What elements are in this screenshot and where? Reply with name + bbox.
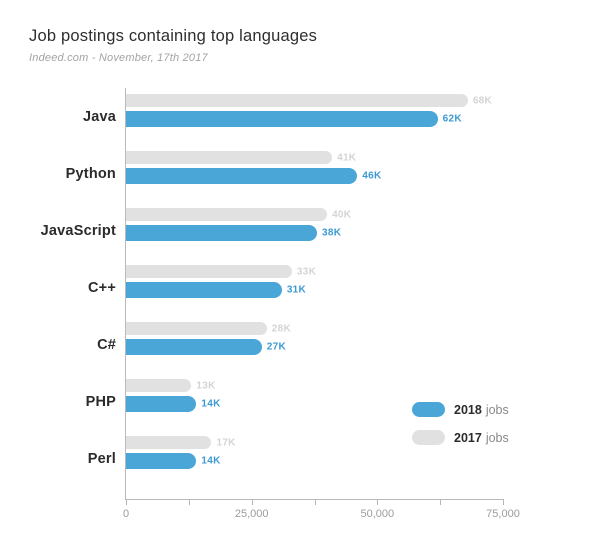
legend-label-2018: 2018 jobs — [454, 403, 509, 417]
bar-value-label: 41K — [337, 152, 357, 163]
chart-row-java: Java 68K 62K — [83, 88, 503, 145]
bar-value-label: 33K — [296, 266, 317, 277]
bar-value-label: 31K — [286, 284, 307, 296]
legend-year-2017: 2017 — [454, 430, 482, 445]
x-axis-tick — [251, 499, 253, 505]
bar-2018: 14K — [126, 453, 220, 469]
chart-legend: 2018 jobs 2017 jobs — [412, 402, 509, 458]
legend-swatch-2017 — [412, 430, 445, 445]
bar-value-label: 17K — [216, 437, 236, 448]
bar-2017: 33K — [126, 265, 316, 278]
bar-2017: 28K — [126, 322, 291, 335]
chart-row-c: C++ 33K 31K — [88, 259, 503, 316]
category-label: Perl — [87, 450, 116, 467]
category-label: PHP — [85, 393, 116, 410]
bar-rows: Java 68K 62K Python 41K 46K JavaScript 40K 38K C+… — [41, 88, 503, 487]
x-axis-tick — [440, 499, 442, 505]
x-axis-tick — [126, 499, 127, 505]
category-label: C# — [97, 336, 116, 353]
chart-row-javascript: JavaScript 40K 38K — [41, 202, 503, 259]
bar-value-label: 28K — [271, 323, 291, 334]
bar-2018: 62K — [126, 111, 462, 127]
bar-2017: 41K — [126, 151, 356, 164]
x-axis-tick — [377, 499, 379, 505]
bar-2018: 27K — [126, 339, 286, 355]
bar-value-label: 14K — [201, 455, 221, 467]
x-axis-tick-label: 75,000 — [486, 508, 520, 520]
x-axis-tick — [188, 499, 190, 505]
legend-suffix-2017: jobs — [485, 430, 509, 445]
chart-row-php: PHP 13K 14K — [86, 373, 503, 430]
category-label: C++ — [87, 279, 116, 296]
legend-suffix-2018: jobs — [485, 402, 509, 417]
chart-subtitle: Indeed.com - November, 17th 2017 — [29, 52, 208, 64]
category-label: Python — [65, 165, 116, 182]
bar-2017: 13K — [126, 379, 215, 392]
chart-title: Job postings containing top languages — [29, 27, 318, 45]
legend-year-2018: 2018 — [454, 402, 482, 417]
chart-row-python: Python 41K 46K — [66, 145, 503, 202]
chart-row-perl: Perl 17K 14K — [88, 430, 503, 487]
bar-value-label: 62K — [442, 113, 462, 125]
x-axis-tick — [503, 499, 504, 505]
bar-value-label: 40K — [332, 209, 352, 220]
legend-swatch-2018 — [412, 402, 445, 417]
bar-2017: 68K — [126, 94, 492, 107]
legend-item-2017: 2017 jobs — [412, 430, 509, 445]
bar-2017: 40K — [126, 208, 351, 221]
bar-value-label: 27K — [266, 341, 286, 353]
bar-2018: 38K — [126, 225, 341, 241]
bar-value-label: 38K — [322, 227, 342, 239]
legend-item-2018: 2018 jobs — [412, 402, 509, 417]
bar-value-label: 68K — [472, 95, 493, 106]
bar-value-label: 46K — [362, 170, 382, 182]
x-axis: 0 25,000 50,000 75,000 — [122, 499, 520, 529]
bar-2018: 31K — [126, 282, 306, 298]
bar-2018: 14K — [126, 396, 220, 412]
bar-2018: 46K — [126, 168, 381, 184]
x-axis-tick-label: 0 — [122, 508, 130, 520]
bar-chart-plot-area: Java 68K 62K Python 41K 46K JavaScript 40K 38K C+… — [41, 88, 520, 520]
x-axis-tick-label: 50,000 — [360, 508, 395, 520]
bar-value-label: 13K — [196, 380, 216, 391]
x-axis-tick-label: 25,000 — [234, 508, 269, 520]
category-label: Java — [82, 108, 116, 125]
category-label: JavaScript — [40, 222, 116, 239]
bar-2017: 17K — [126, 436, 235, 449]
legend-label-2017: 2017 jobs — [454, 431, 509, 445]
x-axis-tick — [314, 499, 316, 505]
bar-value-label: 14K — [201, 398, 221, 410]
chart-row-c: C# 28K 27K — [97, 316, 503, 373]
